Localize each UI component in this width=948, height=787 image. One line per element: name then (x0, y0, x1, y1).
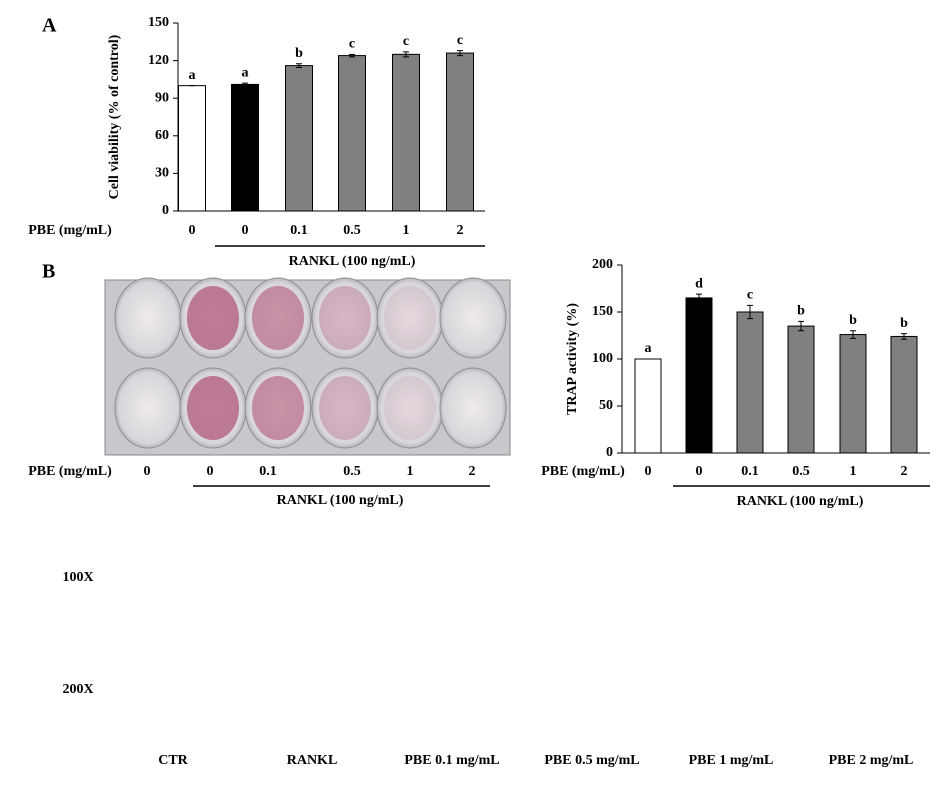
plate-wells (114, 277, 507, 449)
panel-label: A (42, 15, 57, 37)
y-tick-label: 0 (606, 445, 613, 460)
error-bar (457, 50, 463, 57)
plate-label: 2 (469, 464, 476, 479)
bar (446, 52, 474, 212)
error-bar (850, 330, 856, 339)
y-axis-title: TRAP activity (%) (565, 303, 580, 415)
column-label: PBE 0.1 mg/mL (404, 753, 499, 768)
x-tick-label: 1 (850, 464, 857, 479)
significance-letter: b (849, 313, 857, 328)
error-bar (747, 304, 753, 320)
column-label: RANKL (287, 753, 338, 768)
group-label: RANKL (100 ng/mL) (277, 493, 404, 508)
y-tick-label: 150 (148, 15, 169, 30)
error-bar (403, 51, 409, 58)
x-axis-title: PBE (mg/mL) (541, 464, 625, 479)
plate-label: 0.5 (343, 464, 361, 479)
x-tick-label: 0 (696, 464, 703, 479)
significance-letter: a (189, 68, 196, 83)
well-stain (187, 286, 239, 350)
error-bar (296, 63, 302, 68)
y-tick-label: 30 (155, 166, 169, 181)
bar (285, 65, 313, 212)
y-axis-title: Cell viability (% of control) (107, 34, 122, 199)
well (439, 277, 507, 359)
x-tick-label: 0 (189, 223, 196, 238)
column-label: PBE 1 mg/mL (689, 753, 774, 768)
bar (685, 297, 713, 454)
bar (392, 53, 420, 212)
well-stain (319, 376, 371, 440)
well (114, 367, 182, 449)
y-tick-label: 200 (592, 257, 613, 272)
significance-letter: b (295, 46, 303, 61)
well-stain (187, 376, 239, 440)
y-tick-label: 100 (592, 351, 613, 366)
y-tick-label: 60 (155, 128, 169, 143)
x-axis-title: PBE (mg/mL) (28, 464, 112, 479)
significance-letter: c (747, 288, 753, 303)
bar (231, 83, 259, 212)
y-tick-label: 90 (155, 90, 169, 105)
significance-letter: c (403, 34, 409, 49)
significance-letter: b (900, 316, 908, 331)
x-axis-title: PBE (mg/mL) (28, 223, 112, 238)
plate-label: 1 (407, 464, 414, 479)
well-stain (384, 376, 436, 440)
bar (839, 334, 867, 454)
significance-letter: b (797, 304, 805, 319)
bar (178, 85, 206, 212)
well-stain (252, 376, 304, 440)
plate-label: 0 (207, 464, 214, 479)
column-label: PBE 0.5 mg/mL (544, 753, 639, 768)
x-tick-label: 0.1 (290, 223, 308, 238)
significance-letter: c (457, 33, 463, 48)
x-tick-label: 0 (242, 223, 249, 238)
well-stain (384, 286, 436, 350)
y-tick-label: 150 (592, 304, 613, 319)
plate-label: 0.1 (259, 464, 277, 479)
bar (634, 358, 662, 454)
panel-label: B (42, 261, 55, 283)
error-bar (349, 53, 355, 58)
x-tick-label: 2 (901, 464, 908, 479)
x-tick-label: 0.5 (343, 223, 361, 238)
error-bar (242, 82, 248, 87)
x-tick-label: 0.1 (741, 464, 759, 479)
well (439, 367, 507, 449)
significance-letter: d (695, 276, 703, 291)
error-bar (798, 320, 804, 332)
y-tick-label: 0 (162, 203, 169, 218)
group-label: RANKL (100 ng/mL) (737, 494, 864, 509)
x-tick-label: 0 (645, 464, 652, 479)
row-label: 100X (62, 570, 93, 585)
bar (736, 311, 764, 454)
error-bar (696, 293, 702, 303)
y-tick-label: 50 (599, 398, 613, 413)
column-label: CTR (158, 753, 188, 768)
bar (787, 325, 815, 454)
plate-label: 0 (144, 464, 151, 479)
x-tick-label: 1 (403, 223, 410, 238)
significance-letter: a (242, 65, 249, 80)
significance-letter: a (645, 341, 652, 356)
bar (338, 55, 366, 212)
significance-letter: c (349, 37, 355, 52)
x-tick-label: 0.5 (792, 464, 810, 479)
well-stain (319, 286, 371, 350)
bar (890, 335, 918, 454)
group-label: RANKL (100 ng/mL) (289, 254, 416, 269)
well (114, 277, 182, 359)
y-tick-label: 120 (148, 53, 169, 68)
error-bar (901, 333, 907, 340)
row-label: 200X (62, 682, 93, 697)
x-tick-label: 2 (457, 223, 464, 238)
column-label: PBE 2 mg/mL (829, 753, 914, 768)
well-stain (252, 286, 304, 350)
